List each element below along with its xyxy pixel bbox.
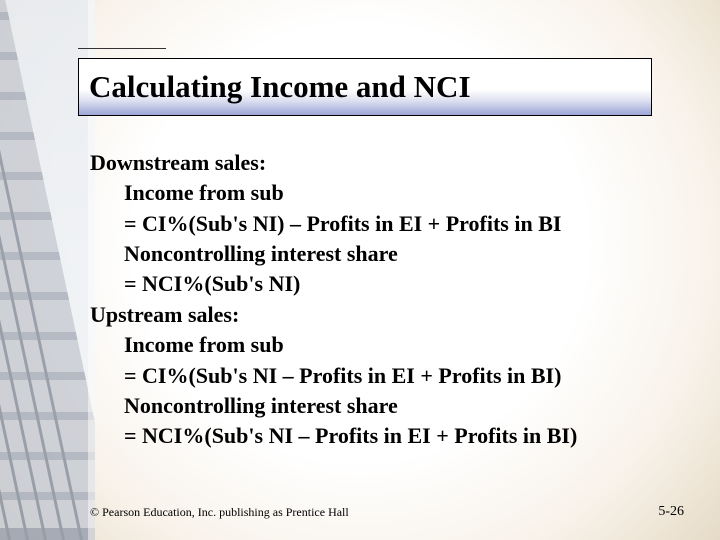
downstream-nci-formula: = NCI%(Sub's NI) — [90, 269, 670, 299]
downstream-header: Downstream sales: — [90, 148, 670, 178]
slide-title-box: Calculating Income and NCI — [78, 58, 652, 116]
upstream-nci-label: Noncontrolling interest share — [90, 391, 670, 421]
slide-body: Downstream sales: Income from sub = CI%(… — [90, 148, 670, 452]
page-number: 5-26 — [658, 504, 684, 520]
upstream-nci-formula: = NCI%(Sub's NI – Profits in EI + Profit… — [90, 421, 670, 451]
copyright-text: © Pearson Education, Inc. publishing as … — [90, 505, 349, 520]
upstream-income-label: Income from sub — [90, 330, 670, 360]
downstream-nci-label: Noncontrolling interest share — [90, 239, 670, 269]
slide-title: Calculating Income and NCI — [89, 69, 471, 105]
downstream-income-formula: = CI%(Sub's NI) – Profits in EI + Profit… — [90, 209, 670, 239]
title-top-rule — [78, 48, 166, 49]
upstream-income-formula: = CI%(Sub's NI – Profits in EI + Profits… — [90, 361, 670, 391]
upstream-header: Upstream sales: — [90, 300, 670, 330]
downstream-income-label: Income from sub — [90, 178, 670, 208]
